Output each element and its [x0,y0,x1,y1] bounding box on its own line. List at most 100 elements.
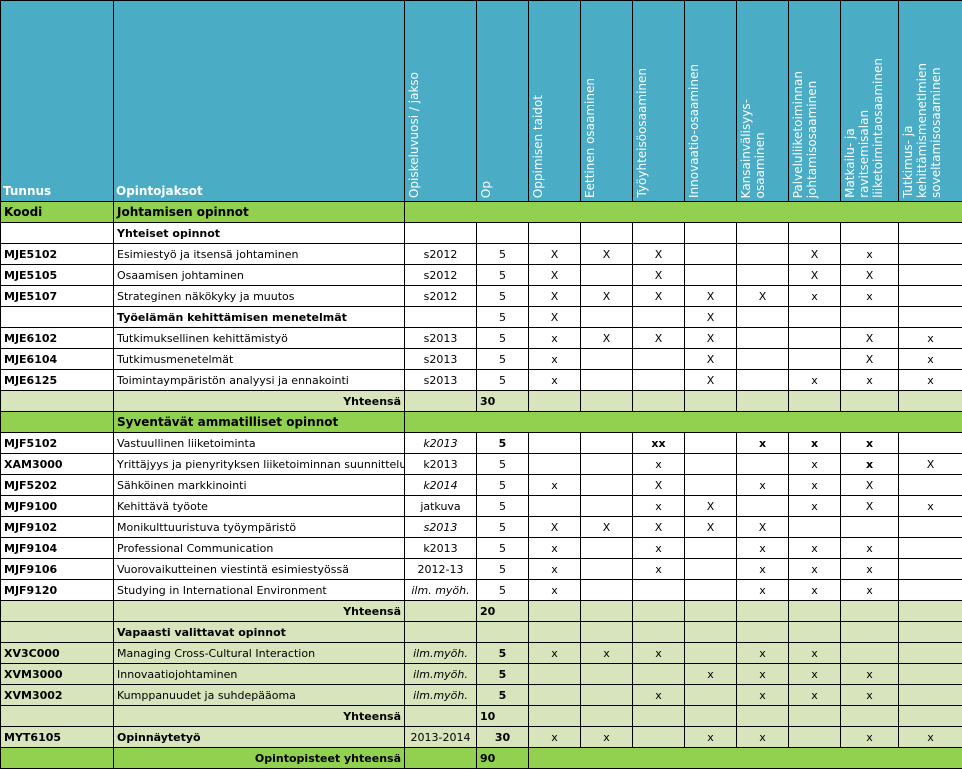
op-cell: 5 [477,664,529,685]
empty-cell [899,223,962,244]
course-name: Sähköinen markkinointi [114,475,405,496]
year-cell: s2013 [405,328,477,349]
year-cell: ilm.myöh. [405,664,477,685]
competence-mark [899,538,962,559]
course-code: XAM3000 [1,454,114,475]
competence-mark [899,286,962,307]
competence-mark: X [685,307,737,328]
empty-cell [685,391,737,412]
competence-mark [581,307,633,328]
competence-mark: x [789,433,841,454]
subsection-title: Yhteiset opinnot [114,223,405,244]
competence-mark: X [685,496,737,517]
subtotal-op: 10 [477,706,529,727]
course-code: MJF9120 [1,580,114,601]
competence-mark: X [633,244,685,265]
competence-mark [737,454,789,475]
op-cell: 5 [477,328,529,349]
empty-cell [529,223,581,244]
course-code: MJF9106 [1,559,114,580]
op-cell: 5 [477,496,529,517]
competence-mark: X [529,517,581,538]
course-name: Tutkimuksellinen kehittämistyö [114,328,405,349]
course-code: MJE5102 [1,244,114,265]
year-cell: k2013 [405,433,477,454]
header-competence: Tutkimus- ja kehittämismenetlmien sovelt… [899,1,962,202]
empty-cell [685,622,737,643]
header-competence-label: Innovaatio-osaaminen [687,64,701,198]
op-cell: 5 [477,559,529,580]
header-row: Tunnus Opintojaksot Opiskeluvuosi / jaks… [1,1,962,202]
course-code: MJE6102 [1,328,114,349]
competence-mark: X [685,370,737,391]
course-code: MJF5102 [1,433,114,454]
empty-cell [841,622,899,643]
empty-cell [789,601,841,622]
year-cell: s2013 [405,517,477,538]
competence-mark [841,307,899,328]
year-cell: k2014 [405,475,477,496]
course-name: Managing Cross-Cultural Interaction [114,643,405,664]
competence-mark [581,496,633,517]
competence-mark: X [841,496,899,517]
header-op: Op [477,1,529,202]
course-name: Esimiestyö ja itsensä johtaminen [114,244,405,265]
year-cell [405,391,477,412]
course-code [1,412,114,433]
empty-cell [899,622,962,643]
empty-cell [789,706,841,727]
competence-mark: x [789,286,841,307]
competence-mark: x [789,643,841,664]
empty-cell [529,706,581,727]
course-name: Studying in International Environment [114,580,405,601]
subtotal-label: Yhteensä [114,391,405,412]
competence-mark [633,664,685,685]
competence-mark: X [633,286,685,307]
empty-cell [633,622,685,643]
competence-mark [581,433,633,454]
competence-mark [685,475,737,496]
header-competence-label: Palveluliiketoiminnan johtamisosaaminen [791,71,819,198]
competence-mark [529,685,581,706]
course-name: Tutkimusmenetelmät [114,349,405,370]
competence-mark [685,643,737,664]
competence-mark: x [789,475,841,496]
competence-mark: x [737,685,789,706]
course-code [1,748,114,769]
competence-mark: X [841,349,899,370]
competence-mark: x [529,328,581,349]
course-code [1,622,114,643]
competence-mark [685,433,737,454]
empty-cell [737,622,789,643]
competence-mark [789,307,841,328]
course-code: MJF5202 [1,475,114,496]
header-opintojaksot: Opintojaksot [114,1,405,202]
competence-mark: x [737,475,789,496]
competence-mark: x [899,349,962,370]
empty-cell [405,622,477,643]
competence-mark [529,433,581,454]
course-code: MJF9100 [1,496,114,517]
competence-mark [529,454,581,475]
year-cell: s2012 [405,244,477,265]
section-row: Yhteiset opinnot [1,223,962,244]
competence-mark [581,454,633,475]
header-year: Opiskeluvuosi / jakso [405,1,477,202]
competence-mark: x [789,496,841,517]
course-code: MJF9104 [1,538,114,559]
competence-mark: x [841,580,899,601]
op-cell: 5 [477,517,529,538]
header-competence-label: Työyhteisöosaaminen [635,68,649,198]
year-cell [405,601,477,622]
competence-mark [685,580,737,601]
competence-mark [685,538,737,559]
empty-cell [789,223,841,244]
competence-mark [737,265,789,286]
course-name: Osaamisen johtaminen [114,265,405,286]
